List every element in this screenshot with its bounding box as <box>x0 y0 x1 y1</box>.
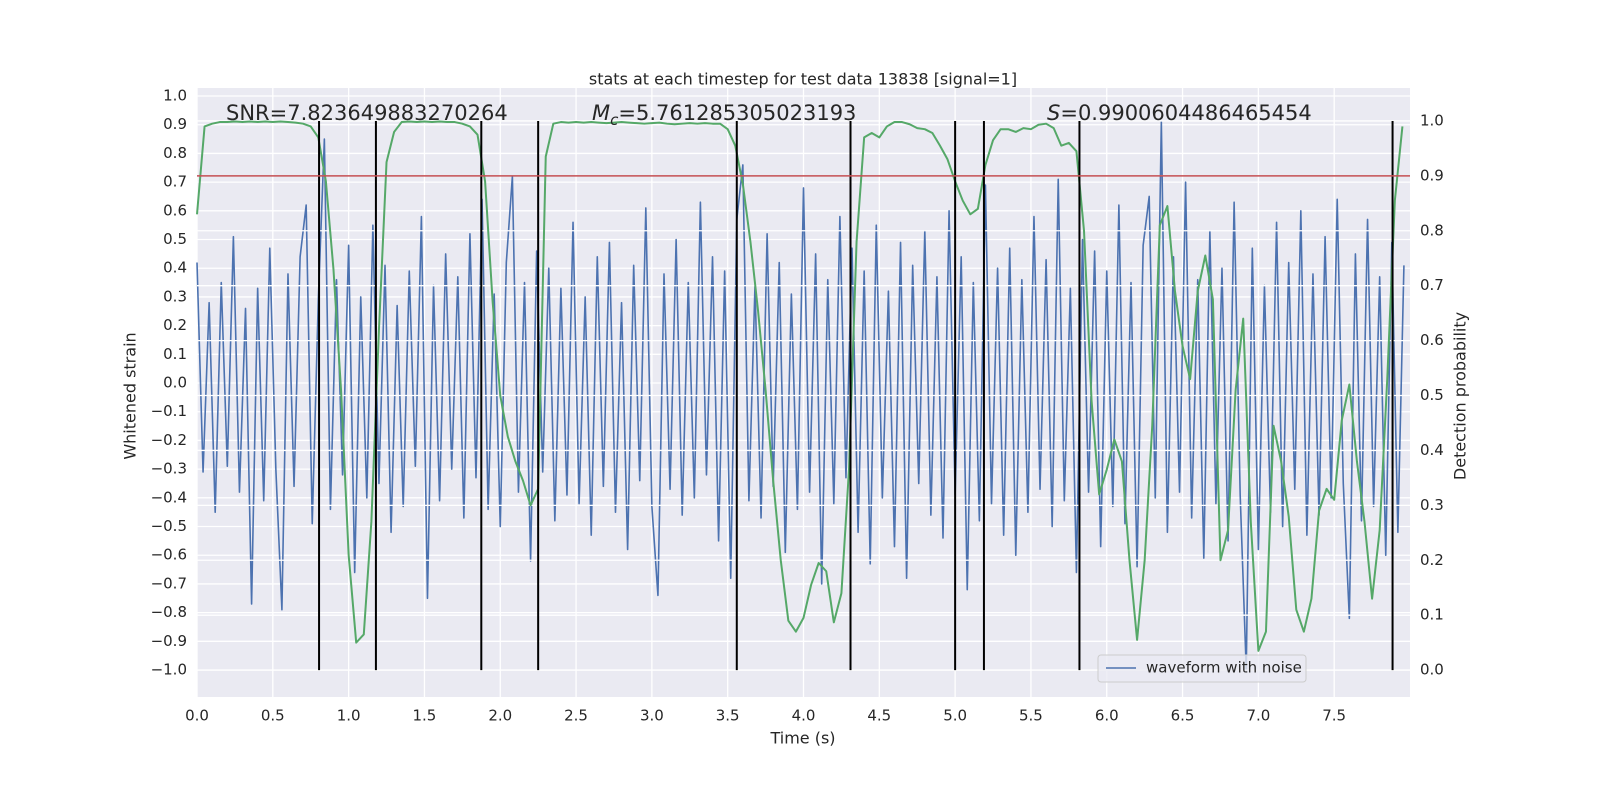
x-axis-label: Time (s) <box>769 729 835 748</box>
y-tick-label: −0.7 <box>151 574 187 592</box>
y2-tick-label: 0.3 <box>1420 496 1444 514</box>
annotation-text: SNR=7.823649883270264 <box>226 101 508 125</box>
x-tick-label: 2.0 <box>488 707 512 725</box>
y-tick-label: 0.7 <box>163 173 187 191</box>
y-tick-label: 0.4 <box>163 259 187 277</box>
x-tick-label: 2.5 <box>564 707 588 725</box>
legend-box <box>1097 654 1307 683</box>
y-tick-label: −0.4 <box>151 488 187 506</box>
y-tick-label: −0.5 <box>151 517 187 535</box>
y2-tick-label: 0.5 <box>1420 386 1444 404</box>
x-tick-label: 0.5 <box>261 707 285 725</box>
annotation-text: =5.761285305023193 <box>618 101 856 125</box>
y-tick-label: −0.6 <box>151 546 187 564</box>
chart-title: stats at each timestep for test data 138… <box>589 70 1017 89</box>
y-tick-label: −0.3 <box>151 460 187 478</box>
y-tick-label: 0.1 <box>163 345 187 363</box>
y-tick-label: −0.8 <box>151 603 187 621</box>
y-tick-label: −0.1 <box>151 402 187 420</box>
x-tick-label: 4.0 <box>792 707 816 725</box>
y2-tick-label: 0.7 <box>1420 276 1444 294</box>
annotation-symbol: S <box>1047 101 1060 125</box>
y2-tick-label: 0.6 <box>1420 331 1444 349</box>
annotation: S=0.9900604486465454 <box>1047 101 1312 125</box>
y-tick-label: 0.3 <box>163 287 187 305</box>
x-tick-label: 7.0 <box>1246 707 1270 725</box>
x-tick-label: 7.5 <box>1322 707 1346 725</box>
y-tick-label: −0.2 <box>151 431 187 449</box>
x-tick-label: 6.0 <box>1095 707 1119 725</box>
y-tick-label: 0.5 <box>163 230 187 248</box>
y-tick-label: 0.8 <box>163 144 187 162</box>
y2-tick-label: 0.0 <box>1420 661 1444 679</box>
annotation-text: =0.9900604486465454 <box>1060 101 1311 125</box>
y2-tick-label: 0.2 <box>1420 551 1444 569</box>
y-axis-label: Whitened strain <box>121 332 140 459</box>
y-tick-label: 0.6 <box>163 201 187 219</box>
y2-tick-label: 1.0 <box>1420 111 1444 129</box>
y2-tick-label: 0.1 <box>1420 606 1444 624</box>
x-tick-label: 6.5 <box>1171 707 1195 725</box>
y-tick-label: −0.9 <box>151 632 187 650</box>
annotation-subscript: c <box>610 111 619 129</box>
x-tick-label: 5.5 <box>1019 707 1043 725</box>
annotation: SNR=7.823649883270264 <box>226 101 508 125</box>
legend-label: waveform with noise <box>1146 659 1302 677</box>
x-tick-label: 0.0 <box>185 707 209 725</box>
x-tick-label: 3.0 <box>640 707 664 725</box>
y2-tick-label: 0.4 <box>1420 441 1444 459</box>
x-tick-label: 4.5 <box>867 707 891 725</box>
y2-tick-label: 0.9 <box>1420 166 1444 184</box>
y-tick-label: 0.9 <box>163 115 187 133</box>
series-line <box>196 121 1405 671</box>
annotation: Mc=5.761285305023193 <box>592 101 856 129</box>
y-tick-label: 0.0 <box>163 374 187 392</box>
y-tick-label: 1.0 <box>163 87 187 105</box>
y-tick-label: −1.0 <box>151 661 187 679</box>
y2-tick-label: 0.8 <box>1420 221 1444 239</box>
y2-axis-label: Detection probability <box>1451 312 1470 480</box>
y-tick-label: 0.2 <box>163 316 187 334</box>
x-tick-label: 5.0 <box>943 707 967 725</box>
x-tick-label: 1.0 <box>337 707 361 725</box>
x-tick-label: 3.5 <box>716 707 740 725</box>
annotation-symbol: M <box>592 101 610 125</box>
series-line <box>196 120 1404 652</box>
x-tick-label: 1.5 <box>413 707 437 725</box>
